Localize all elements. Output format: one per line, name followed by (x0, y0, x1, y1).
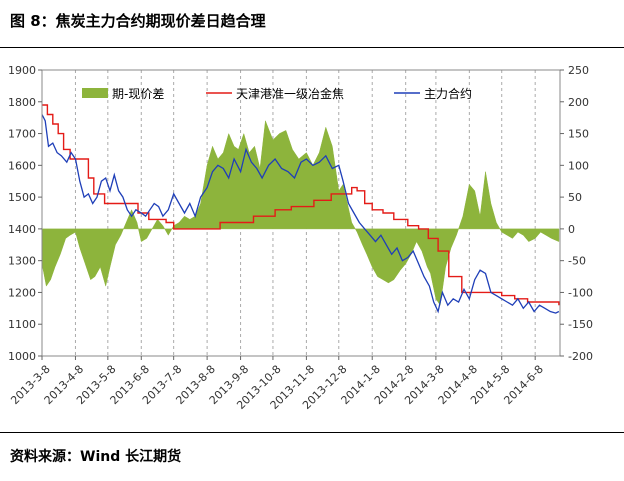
right-tick-label: 50 (568, 191, 582, 204)
left-tick-label: 1400 (8, 223, 36, 236)
top-rule (0, 47, 624, 48)
right-tick-label: 100 (568, 159, 589, 172)
legend-label-basis: 期-现价差 (112, 87, 164, 101)
right-axis: -200 -150 -100 -50 0 50 100 150 200 250 (560, 64, 593, 363)
left-tick-label: 1700 (8, 128, 36, 141)
figure-title: 图 8：焦炭主力合约期现价差日趋合理 (10, 12, 266, 30)
right-tick-label: -100 (568, 286, 593, 299)
right-tick-label: 250 (568, 64, 589, 77)
legend-label-spot: 天津港准一级冶金焦 (236, 86, 344, 101)
right-tick-label: -50 (568, 255, 586, 268)
left-tick-label: 1500 (8, 191, 36, 204)
right-tick-label: 200 (568, 96, 589, 109)
left-tick-label: 1000 (8, 350, 36, 363)
right-tick-label: 150 (568, 128, 589, 141)
right-tick-label: -150 (568, 318, 593, 331)
left-tick-label: 1800 (8, 96, 36, 109)
left-tick-label: 1100 (8, 318, 36, 331)
left-tick-label: 1900 (8, 64, 36, 77)
basis-area (41, 120, 560, 306)
bottom-rule (0, 432, 624, 433)
legend-label-futures: 主力合约 (424, 86, 472, 101)
left-tick-label: 1200 (8, 286, 36, 299)
plot-frame (41, 69, 561, 357)
price-lines-layer (41, 104, 560, 314)
legend: 期-现价差 天津港准一级冶金焦 主力合约 (82, 86, 472, 101)
left-tick-label: 1300 (8, 255, 36, 268)
spot-price-line (42, 104, 560, 306)
x-axis: 2013-3-82013-4-82013-5-82013-6-82013-7-8… (8, 356, 546, 412)
right-tick-label: -200 (568, 350, 593, 363)
basis-chart: 1000110012001300140015001600170018001900… (8, 64, 593, 412)
right-tick-label: 0 (568, 223, 575, 236)
basis-area-layer (41, 120, 560, 306)
left-axis: 1000 1100 1200 1300 1400 1500 1600 1700 1800 1900 (8, 64, 42, 363)
left-tick-label: 1600 (8, 159, 36, 172)
futures-price-line (41, 114, 560, 314)
source-note: 资料来源：Wind 长江期货 (10, 449, 182, 465)
legend-swatch-basis (82, 88, 108, 98)
